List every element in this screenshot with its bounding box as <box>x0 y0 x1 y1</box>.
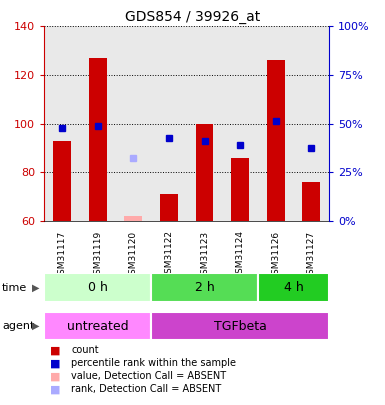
Text: ■: ■ <box>50 371 60 381</box>
Text: time: time <box>2 283 27 292</box>
Bar <box>151 273 258 302</box>
Bar <box>124 216 142 221</box>
Text: ▶: ▶ <box>32 283 39 292</box>
Text: GSM31126: GSM31126 <box>271 230 280 279</box>
Bar <box>44 312 151 340</box>
Bar <box>89 58 107 221</box>
Text: GSM31127: GSM31127 <box>307 230 316 279</box>
Text: value, Detection Call = ABSENT: value, Detection Call = ABSENT <box>71 371 226 381</box>
Text: GSM31122: GSM31122 <box>164 230 173 279</box>
Text: GSM31123: GSM31123 <box>200 230 209 279</box>
Bar <box>258 273 329 302</box>
Bar <box>160 194 178 221</box>
Text: GSM31124: GSM31124 <box>236 230 244 279</box>
Bar <box>151 26 187 221</box>
Bar <box>223 26 258 221</box>
Bar <box>231 158 249 221</box>
Bar <box>187 26 223 221</box>
Bar <box>116 26 151 221</box>
Bar <box>44 273 151 302</box>
Text: GSM31119: GSM31119 <box>93 230 102 280</box>
Bar <box>44 26 80 221</box>
Text: rank, Detection Call = ABSENT: rank, Detection Call = ABSENT <box>71 384 221 394</box>
Text: GSM31117: GSM31117 <box>58 230 67 280</box>
Text: ■: ■ <box>50 345 60 355</box>
Bar <box>80 26 116 221</box>
Bar <box>267 60 285 221</box>
Text: TGFbeta: TGFbeta <box>214 320 266 333</box>
Bar <box>53 141 71 221</box>
Text: untreated: untreated <box>67 320 129 333</box>
Bar <box>196 124 213 221</box>
Bar <box>151 312 329 340</box>
Text: agent: agent <box>2 321 34 331</box>
Text: 0 h: 0 h <box>88 281 108 294</box>
Text: GDS854 / 39926_at: GDS854 / 39926_at <box>125 10 260 24</box>
Text: percentile rank within the sample: percentile rank within the sample <box>71 358 236 368</box>
Text: ■: ■ <box>50 358 60 368</box>
Text: 2 h: 2 h <box>195 281 214 294</box>
Bar <box>303 182 320 221</box>
Text: GSM31120: GSM31120 <box>129 230 138 279</box>
Text: 4 h: 4 h <box>284 281 303 294</box>
Bar <box>293 26 329 221</box>
Text: ■: ■ <box>50 384 60 394</box>
Text: ▶: ▶ <box>32 321 39 331</box>
Text: count: count <box>71 345 99 355</box>
Bar <box>258 26 294 221</box>
